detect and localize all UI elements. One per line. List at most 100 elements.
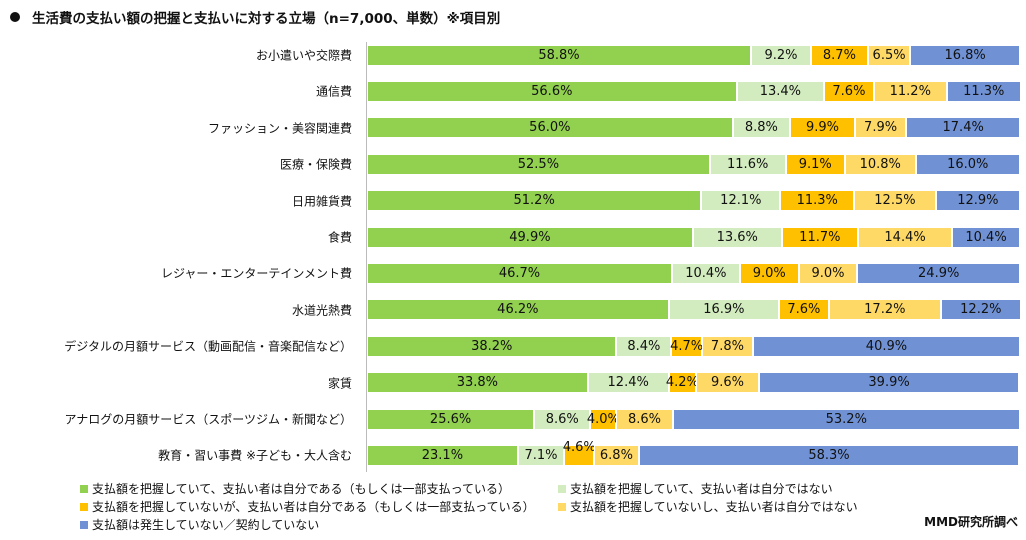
data-label: 46.2% — [497, 302, 539, 318]
bar-segment: 33.8% — [367, 372, 588, 394]
data-label: 4.0% — [586, 411, 620, 427]
data-label: 16.9% — [703, 302, 745, 318]
data-label: 7.8% — [710, 338, 744, 354]
bar-segment: 52.5% — [367, 153, 710, 175]
data-label: 40.9% — [865, 338, 908, 354]
source-note: MMD研究所調べ — [924, 515, 1018, 529]
data-label: 58.8% — [538, 47, 580, 63]
legend-swatch — [558, 484, 566, 493]
legend-label: 支払額を把握していないが、支払い者は自分である（もしくは一部支払っている） — [92, 500, 535, 514]
data-label: 10.4% — [965, 229, 1007, 245]
data-label: 9.6% — [710, 375, 744, 391]
bar-segment: 49.9% — [367, 226, 693, 248]
data-label: 12.5% — [874, 193, 916, 209]
legend-label: 支払額を把握していないし、支払い者は自分ではない — [570, 500, 858, 514]
category-label: 日用雑貨費 — [291, 194, 352, 209]
bullet-icon — [10, 12, 20, 22]
bar-segment: 51.2% — [367, 190, 702, 212]
data-label: 11.3% — [796, 193, 838, 209]
legend-item: 支払額を把握していないし、支払い者は自分ではない — [558, 498, 858, 515]
legend-item: 支払額を把握していないが、支払い者は自分である（もしくは一部支払っている） — [80, 498, 535, 515]
category-label: アナログの月額サービス（スポーツジム・新聞など） — [64, 412, 352, 427]
bar-segment: 7.6% — [824, 80, 874, 102]
data-label: 17.2% — [864, 302, 906, 318]
bar-segment: 16.9% — [668, 299, 780, 321]
legend-swatch — [80, 484, 88, 493]
bar-segment: 11.6% — [709, 153, 786, 175]
bar-segment: 16.8% — [910, 44, 1020, 66]
chart-title: 生活費の支払い額の把握と支払いに対する立場（n=7,000、単数）※項目別 — [32, 11, 501, 27]
data-label: 53.2% — [825, 411, 867, 427]
data-label: 12.4% — [607, 375, 649, 391]
bar-segment: 13.4% — [736, 80, 825, 102]
category-label: 食費 — [327, 230, 352, 245]
data-label: 7.6% — [787, 302, 821, 318]
data-label: 38.2% — [471, 338, 513, 354]
data-label: 9.1% — [798, 156, 832, 172]
bar-segment: 8.6% — [616, 408, 673, 430]
data-label: 7.9% — [864, 120, 898, 136]
data-label: 16.8% — [944, 47, 986, 63]
legend-label: 支払額は発生していない／契約していない — [92, 518, 320, 532]
data-label: 4.2% — [665, 375, 699, 391]
bar-segment: 12.5% — [854, 190, 936, 212]
category-label: 家賃 — [327, 376, 352, 391]
data-label: 23.1% — [421, 447, 464, 463]
bar-segment: 23.1% — [367, 444, 518, 466]
category-label: ファッション・美容関連費 — [207, 121, 352, 136]
bar-segment: 9.0% — [798, 262, 858, 284]
bar-segment: 12.1% — [701, 190, 781, 212]
bar-segment: 6.8% — [594, 444, 639, 466]
bar-segment: 10.8% — [844, 153, 916, 175]
bar-segment: 9.2% — [750, 44, 812, 66]
data-label: 6.8% — [599, 447, 633, 463]
bar-segment: 7.9% — [854, 117, 907, 139]
data-label: 8.4% — [627, 338, 661, 354]
legend-item: 支払額を把握していて、支払い者は自分である（もしくは一部支払っている） — [80, 480, 510, 497]
category-label: レジャー・エンターテインメント費 — [160, 266, 352, 281]
bar-segment: 4.2% — [665, 372, 699, 394]
bar-segment: 39.9% — [758, 372, 1020, 394]
bar-segment: 4.7% — [670, 335, 703, 357]
data-label: 11.6% — [727, 156, 769, 172]
data-label: 58.3% — [808, 447, 850, 463]
bar-segment: 6.5% — [867, 44, 911, 66]
bar-segment: 9.6% — [696, 372, 759, 394]
category-label: デジタルの月額サービス（動画配信・音楽配信など） — [64, 339, 352, 354]
bar-segment: 46.2% — [367, 299, 669, 321]
bar-segment: 8.4% — [616, 335, 672, 357]
data-label: 11.2% — [889, 83, 931, 99]
legend-swatch — [80, 502, 88, 511]
bar-segment: 11.3% — [780, 190, 855, 212]
category-axis-line — [366, 42, 367, 472]
bar-segment: 24.9% — [857, 262, 1020, 284]
legend-swatch — [558, 502, 566, 511]
bar-segment: 17.4% — [906, 117, 1020, 139]
data-label: 16.0% — [947, 156, 989, 172]
bar-segment: 13.6% — [692, 226, 782, 248]
bar-segment: 53.2% — [672, 408, 1020, 430]
data-label: 25.6% — [429, 411, 472, 427]
data-label: 12.9% — [957, 193, 999, 209]
data-label: 14.4% — [884, 229, 926, 245]
category-label: 医療・保険費 — [279, 157, 352, 172]
data-label: 13.4% — [759, 83, 801, 99]
bar-segment: 4.0% — [587, 408, 620, 430]
chart-title-wrap: 生活費の支払い額の把握と支払いに対する立場（n=7,000、単数）※項目別 — [10, 7, 500, 27]
bar-segment: 9.1% — [785, 153, 845, 175]
bar-segment: 12.4% — [587, 372, 669, 394]
bar-segment: 11.7% — [781, 226, 859, 248]
data-label: 7.1% — [524, 447, 558, 463]
bar-segment: 58.8% — [367, 44, 751, 66]
data-label: 6.5% — [872, 47, 906, 63]
bar-segment: 8.6% — [534, 408, 591, 430]
legend-label: 支払額を把握していて、支払い者は自分ではない — [570, 482, 833, 496]
data-label: 11.3% — [963, 83, 1005, 99]
bar-segment: 8.8% — [732, 117, 791, 139]
legend-label: 支払額を把握していて、支払い者は自分である（もしくは一部支払っている） — [92, 482, 510, 496]
data-label: 10.4% — [685, 265, 727, 281]
data-label: 39.9% — [868, 375, 910, 391]
bar-segment: 25.6% — [367, 408, 535, 430]
data-label: 9.2% — [764, 47, 798, 63]
data-label: 8.6% — [545, 411, 579, 427]
